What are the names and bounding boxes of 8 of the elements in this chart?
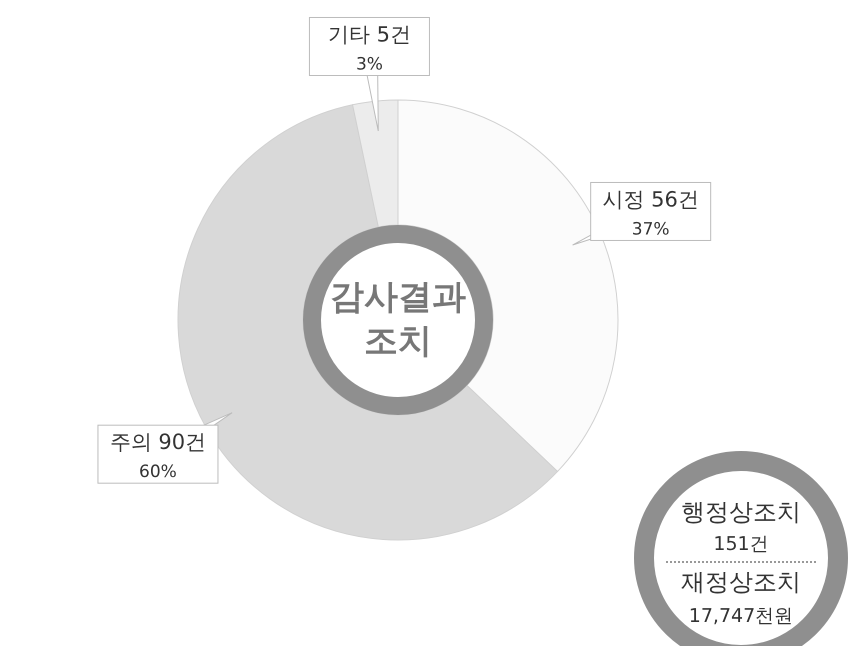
text: 재정상조치: [681, 568, 801, 596]
text: 17,747천원: [688, 605, 794, 627]
slice-label: 시정 56건 37%: [602, 187, 699, 240]
text: 151건: [713, 533, 769, 555]
text: 감사결과 조치: [330, 277, 466, 361]
slice-label: 주의 90건 60%: [110, 430, 206, 482]
text: 행정상조치: [681, 498, 801, 526]
slice-label: 기타 5건 3%: [328, 22, 411, 74]
